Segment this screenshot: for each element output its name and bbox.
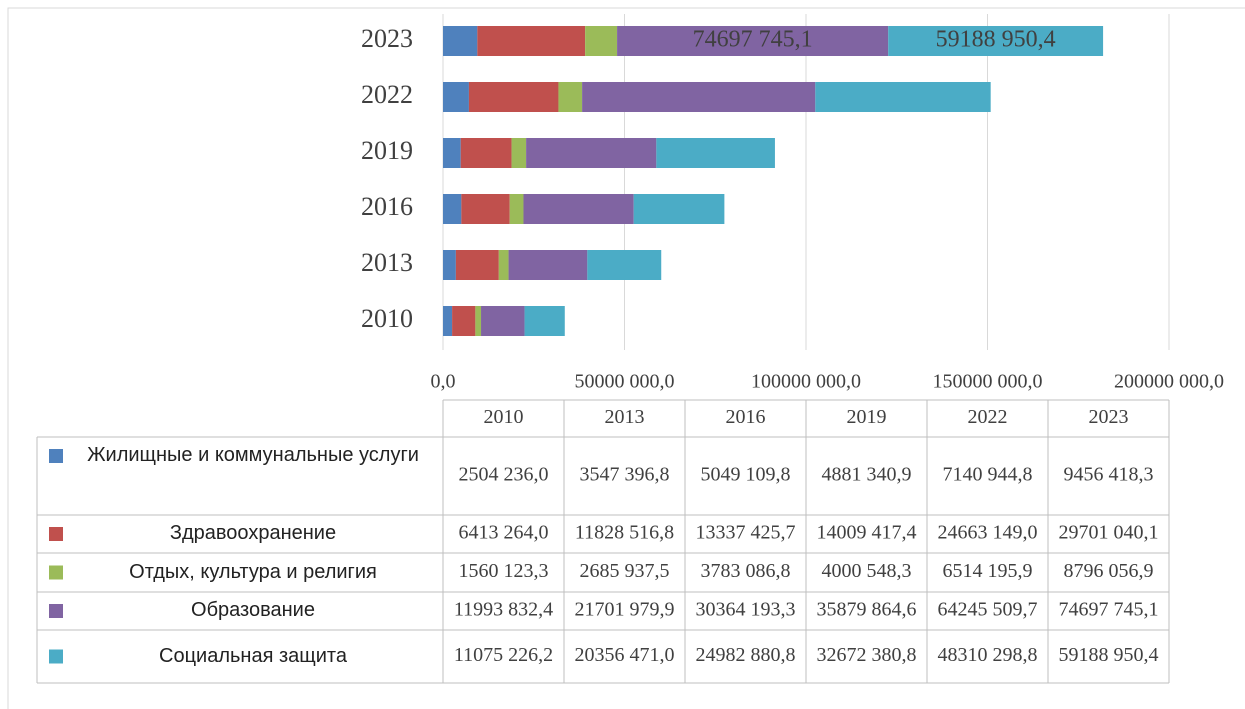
bar-segment — [508, 250, 588, 280]
table-header: 2022 — [968, 406, 1008, 428]
legend-swatch — [49, 449, 63, 463]
bar-segment — [509, 194, 524, 224]
bar-segment — [477, 26, 586, 56]
table-cell: 59188 950,4 — [1059, 644, 1159, 666]
table-cell: 24663 149,0 — [938, 522, 1038, 544]
bar-segment — [523, 194, 634, 224]
bar-segment — [582, 82, 816, 112]
y-tick-label: 2016 — [361, 192, 413, 221]
bar-segment — [524, 306, 565, 336]
table-cell: 6413 264,0 — [459, 522, 549, 544]
y-tick-label: 2010 — [361, 304, 413, 333]
bar-segment — [526, 138, 657, 168]
legend-swatch — [49, 604, 63, 618]
table-cell: 48310 298,8 — [938, 644, 1038, 666]
chart-frame — [7, 7, 1245, 709]
legend-label-box: Образование — [191, 599, 315, 621]
x-tick-label: 100000 000,0 — [751, 371, 861, 393]
y-tick-label: 2019 — [361, 136, 413, 165]
table-header: 2023 — [1089, 406, 1129, 428]
data-label: 74697 745,1 — [693, 27, 813, 53]
bar-segment — [455, 250, 499, 280]
table-cell: 29701 040,1 — [1059, 522, 1159, 544]
x-tick-label: 50000 000,0 — [575, 371, 675, 393]
legend-swatch — [49, 565, 63, 580]
bar-segment — [443, 82, 469, 112]
table-cell: 20356 471,0 — [575, 644, 675, 666]
x-tick-label: 150000 000,0 — [933, 371, 1043, 393]
bar-segment — [815, 82, 991, 112]
table-cell: 11993 832,4 — [454, 599, 553, 621]
bar-segment — [461, 194, 510, 224]
table-cell: 74697 745,1 — [1059, 599, 1159, 621]
legend-swatch — [49, 527, 63, 541]
bar-segment — [587, 250, 662, 280]
bar-segment — [468, 82, 559, 112]
bar-segment — [498, 250, 509, 280]
table-cell: 24982 880,8 — [696, 644, 796, 666]
table-cell: 14009 417,4 — [817, 522, 917, 544]
table-header: 2016 — [726, 406, 766, 428]
table-cell: 4000 548,3 — [822, 560, 912, 582]
table-header: 2019 — [847, 406, 887, 428]
bar-segment — [443, 138, 461, 168]
bar-segment — [443, 26, 478, 56]
table-header: 2013 — [605, 406, 645, 428]
table-header: 2010 — [484, 406, 524, 428]
bar-segment — [481, 306, 525, 336]
table-cell: 1560 123,3 — [459, 560, 549, 582]
bar-segment — [443, 250, 456, 280]
table-cell: 8796 056,9 — [1064, 560, 1154, 582]
data-label: 59188 950,4 — [936, 27, 1056, 53]
bar-segment — [617, 26, 889, 56]
bar-segment — [633, 194, 725, 224]
y-tick-label: 2023 — [361, 24, 413, 53]
bar-segment — [558, 82, 583, 112]
legend-label-box: Социальная защита — [159, 644, 347, 667]
legend-label: Социальная защита — [159, 644, 347, 667]
legend-label: Отдых, культура и религия — [129, 560, 377, 583]
bar-segment — [656, 138, 775, 168]
y-tick-label: 2022 — [361, 80, 413, 109]
table-cell: 64245 509,7 — [938, 599, 1038, 621]
bar-segment — [443, 194, 462, 224]
y-tick-label: 2013 — [361, 248, 413, 277]
legend-label: Образование — [191, 599, 315, 621]
table-cell: 11828 516,8 — [575, 522, 674, 544]
bar-segment — [460, 138, 512, 168]
table-cell: 7140 944,8 — [943, 464, 1033, 486]
bar-segment — [452, 306, 476, 336]
x-tick-label: 200000 000,0 — [1114, 371, 1224, 393]
table-cell: 3783 086,8 — [701, 560, 791, 582]
bar-segment — [888, 26, 1104, 56]
table-cell: 35879 864,6 — [817, 599, 917, 621]
legend-label-box: Здравоохранение — [169, 522, 337, 544]
table-cell: 5049 109,8 — [701, 464, 791, 486]
bar-segment — [585, 26, 618, 56]
table-cell: 2685 937,5 — [580, 560, 670, 582]
bar-segment — [475, 306, 482, 336]
table-cell: 3547 396,8 — [580, 464, 670, 486]
table-cell: 2504 236,0 — [459, 464, 549, 486]
x-tick-label: 0,0 — [431, 371, 456, 393]
table-cell: 13337 425,7 — [696, 522, 796, 544]
table-cell: 9456 418,3 — [1064, 464, 1154, 486]
bar-segment — [443, 306, 453, 336]
table-cell: 4881 340,9 — [822, 464, 912, 486]
legend-label: Здравоохранение — [169, 522, 337, 544]
legend-label: Жилищные и коммунальные услуги — [87, 444, 419, 466]
bar-segment — [511, 138, 527, 168]
legend-label-box: Отдых, культура и религия — [129, 560, 377, 583]
table-cell: 32672 380,8 — [817, 644, 917, 666]
table-cell: 21701 979,9 — [575, 599, 675, 621]
legend-label-box: Жилищные и коммунальные услуги — [87, 444, 419, 466]
table-cell: 11075 226,2 — [454, 644, 553, 666]
table-cell: 30364 193,3 — [696, 599, 796, 621]
table-cell: 6514 195,9 — [943, 560, 1033, 582]
legend-swatch — [49, 649, 63, 664]
